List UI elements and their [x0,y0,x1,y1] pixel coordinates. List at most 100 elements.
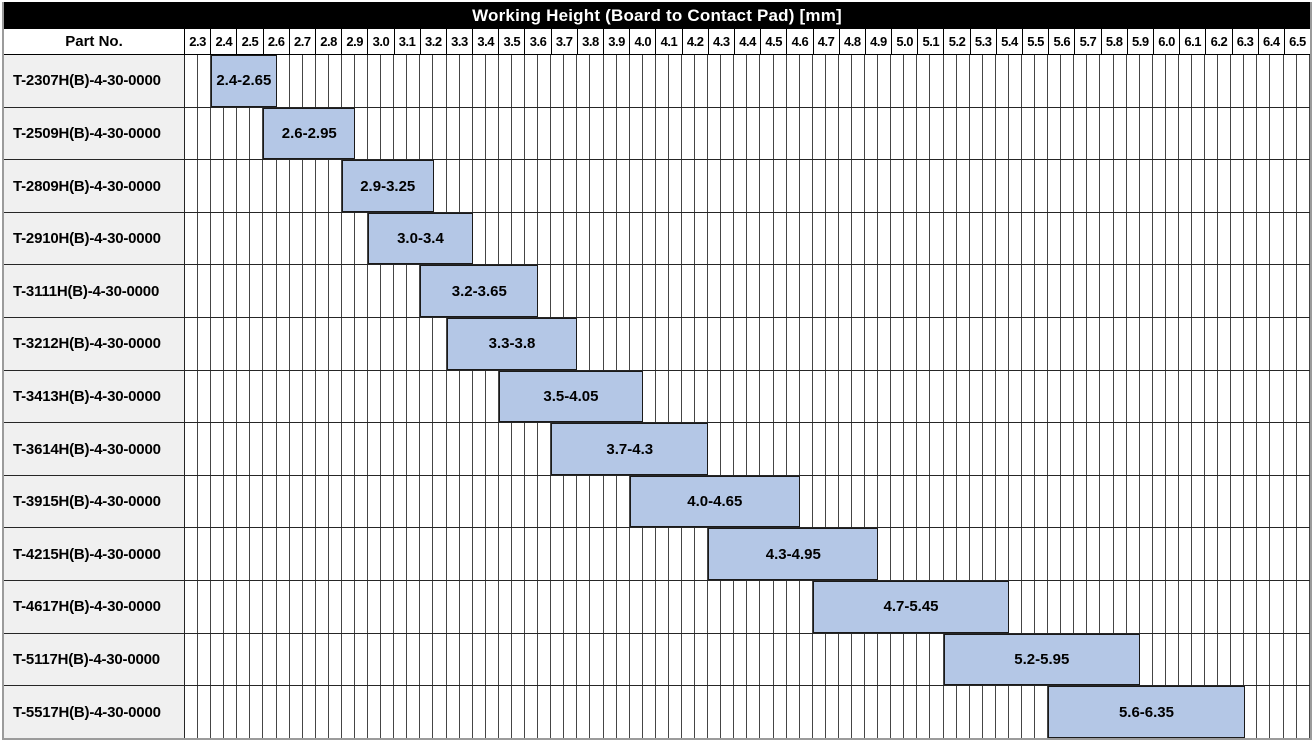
grid-cell [708,633,722,686]
grid-cell [983,370,996,423]
grid-cell [721,160,735,212]
axis-tick: 5.2 [944,29,971,54]
grid-cell [865,55,879,107]
grid-cell [316,265,329,318]
grid-cell [721,633,735,686]
table-row: T-2509H(B)-4-30-0000 2.6-2.95 [4,106,1310,160]
grid-cell [551,633,565,686]
axis-tick: 3.5 [499,29,526,54]
grid-cell [512,633,526,686]
grid-cell [813,633,826,686]
grid-cell [303,265,316,318]
grid-cell [1140,212,1153,265]
grid-cell [1140,265,1153,318]
grid-cell [1061,265,1075,318]
grid-cell [983,528,996,581]
grid-cell [1127,528,1140,581]
grid-cell [734,212,748,265]
grid-cell [447,633,460,686]
grid-cell [538,212,552,265]
grid-cell [747,107,761,160]
grid-cell [368,633,382,686]
grid-cell [577,55,591,107]
grid-cell [316,423,329,475]
grid-cell [1009,423,1022,475]
grid-cell [342,212,356,265]
row-grid: 2.6-2.95 [185,107,1310,160]
axis-tick: 6.0 [1154,29,1181,54]
grid-cell [1114,423,1127,475]
grid-cell [682,370,696,423]
grid-cell [682,265,696,318]
grid-cell [551,581,565,633]
grid-cell [944,475,957,528]
grid-cell [669,318,682,370]
grid-cell [538,528,552,581]
grid-cell [904,475,918,528]
grid-cell [538,475,552,528]
grid-cell [433,686,447,738]
grid-cell [263,370,277,423]
grid-cell [1179,212,1193,265]
grid-cell [303,160,316,212]
grid-cell [1035,475,1049,528]
table-row: T-3212H(B)-4-30-0000 3.3-3.8 [4,317,1310,370]
grid-cell [1179,423,1193,475]
grid-cell [1153,528,1166,581]
part-no-cell: T-2910H(B)-4-30-0000 [4,212,185,265]
grid-cell [237,633,251,686]
grid-cell [617,581,630,633]
grid-cell [1114,265,1127,318]
grid-cell [878,55,892,107]
grid-cell [1218,633,1232,686]
grid-cell [342,528,356,581]
grid-cell [1140,370,1153,423]
grid-cell [669,370,682,423]
grid-cell [695,686,709,738]
grid-cell [433,581,447,633]
grid-cell [211,528,225,581]
grid-cell [433,107,447,160]
grid-cell [342,423,356,475]
grid-cell [617,160,630,212]
grid-cell [1205,55,1219,107]
grid-cell [1244,528,1258,581]
grid-cell [433,423,447,475]
grid-cell [1048,160,1062,212]
grid-cell [747,55,761,107]
grid-cell [708,55,722,107]
grid-cell [1205,265,1219,318]
grid-cell [250,633,264,686]
grid-cell [970,528,983,581]
grid-cell [211,686,225,738]
grid-cell [381,686,395,738]
grid-cell [381,370,395,423]
grid-cell [760,107,774,160]
grid-cell [433,475,447,528]
row-grid: 3.5-4.05 [185,370,1310,423]
grid-cell [525,107,539,160]
grid-cell [263,475,277,528]
grid-cell [656,686,669,738]
grid-cell [381,318,395,370]
grid-cell [1140,423,1153,475]
grid-cell [996,318,1009,370]
grid-cell [1166,370,1179,423]
grid-cell [708,107,722,160]
grid-cell [394,423,408,475]
axis-tick: 5.9 [1128,29,1154,54]
grid-cell [1087,370,1101,423]
grid-cell [957,423,970,475]
row-grid: 4.0-4.65 [185,475,1310,528]
grid-cell [329,318,342,370]
grid-cell [839,265,852,318]
grid-cell [800,423,813,475]
grid-cell [1297,212,1310,265]
grid-cell [917,686,931,738]
grid-cell [512,475,526,528]
grid-cell [1297,686,1310,738]
grid-cell [1179,370,1193,423]
grid-cell [760,265,774,318]
axis-tick: 6.1 [1180,29,1207,54]
grid-cell [420,686,434,738]
